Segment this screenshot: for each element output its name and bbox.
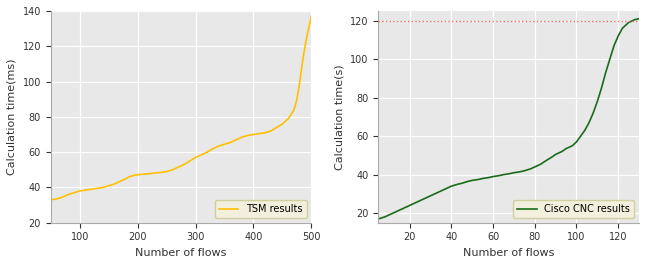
Y-axis label: Calculation time(ms): Calculation time(ms) (7, 59, 17, 175)
X-axis label: Number of flows: Number of flows (136, 248, 227, 258)
TSM results (128, 174, 136, 178)
TSM results (227, 141, 234, 144)
TSM results (305, 27, 313, 30)
Cisco CNC results (531, 165, 539, 169)
Cisco CNC results (548, 156, 556, 159)
TSM results (110, 182, 118, 186)
TSM results (244, 134, 251, 137)
TSM results (47, 198, 55, 201)
Legend: TSM results: TSM results (215, 200, 307, 218)
X-axis label: Number of flows: Number of flows (463, 248, 554, 258)
Cisco CNC results (448, 185, 455, 188)
Cisco CNC results (581, 129, 589, 132)
TSM results (131, 174, 139, 177)
Cisco CNC results (375, 217, 382, 220)
Cisco CNC results (635, 17, 643, 20)
TSM results (307, 15, 315, 18)
Cisco CNC results (537, 162, 545, 166)
Y-axis label: Calculation time(s): Calculation time(s) (335, 64, 344, 170)
Line: Cisco CNC results: Cisco CNC results (379, 19, 639, 219)
Legend: Cisco CNC results: Cisco CNC results (514, 200, 634, 218)
Line: TSM results: TSM results (51, 16, 311, 200)
Cisco CNC results (606, 58, 614, 61)
